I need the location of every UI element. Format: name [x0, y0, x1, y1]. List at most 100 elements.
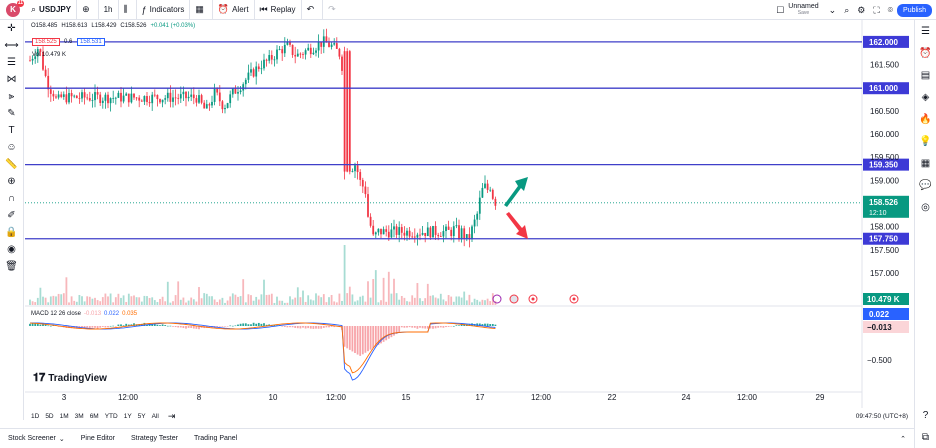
layout-checkbox-icon[interactable]: ☐: [776, 4, 785, 15]
maximize-panel-icon[interactable]: ⌃: [900, 435, 906, 443]
macd-hist-bar: [185, 326, 187, 329]
indicators-button[interactable]: ƒ Indicators: [137, 0, 191, 20]
search-icon[interactable]: ⌕: [844, 4, 850, 15]
up-arrow[interactable]: [504, 177, 528, 207]
volume-bar: [450, 296, 453, 305]
range-button-ytd[interactable]: YTD: [104, 412, 118, 420]
pattern-icon[interactable]: ⋈: [6, 74, 17, 85]
undo-button[interactable]: ↶: [302, 0, 324, 20]
camera-icon[interactable]: ⌾: [887, 4, 894, 15]
lock-icon[interactable]: 🔒: [5, 227, 18, 238]
volume-badge: [863, 293, 909, 305]
chat-icon[interactable]: 💬: [919, 179, 932, 191]
volume-bar: [260, 294, 263, 305]
panel-tab-stock-screener[interactable]: Stock Screener ⌄: [0, 435, 73, 443]
flag-us-icon[interactable]: [509, 294, 519, 304]
symbol-search-button[interactable]: ⌕ USDJPY: [26, 0, 78, 20]
volume-bar: [335, 302, 338, 305]
candle-body: [135, 97, 138, 99]
volume-bar: [348, 286, 351, 305]
signal-icon[interactable]: ⧉: [921, 431, 930, 443]
goto-date-icon[interactable]: ⇥: [167, 410, 176, 421]
chart-type-button[interactable]: ⫼: [119, 0, 137, 20]
crosshair-icon[interactable]: ✛: [7, 23, 16, 34]
range-button-5d[interactable]: 5D: [45, 412, 54, 420]
macd-hist-bar: [198, 326, 200, 330]
clock-label[interactable]: 09:47:50 (UTC+8): [855, 412, 908, 420]
horizontal-line-icon[interactable]: ⟷: [4, 40, 19, 51]
volume-bar: [398, 299, 401, 305]
buy-price-button[interactable]: 158.531: [77, 38, 105, 46]
volume-bar: [255, 296, 258, 305]
panel-tab-trading-panel[interactable]: Trading Panel: [186, 435, 245, 442]
volume-bar: [88, 296, 91, 305]
redo-button[interactable]: ↷: [323, 0, 344, 20]
ideas-icon[interactable]: 💡: [919, 135, 932, 147]
event-dividend-icon[interactable]: [492, 294, 502, 304]
volume-bar: [286, 302, 289, 305]
range-button-1d[interactable]: 1D: [31, 412, 40, 420]
alert-button[interactable]: ⏰ Alert: [213, 0, 255, 20]
panel-tab-pine-editor[interactable]: Pine Editor: [73, 435, 123, 442]
range-button-3m[interactable]: 3M: [74, 412, 84, 420]
time-tick: 24: [682, 393, 691, 402]
data-window-icon[interactable]: ▤: [920, 69, 931, 81]
replay-button[interactable]: ⏮ Replay: [255, 0, 302, 20]
range-button-1y[interactable]: 1Y: [123, 412, 132, 420]
sell-price-button[interactable]: 158.525: [32, 38, 60, 46]
layout-name-button[interactable]: Unnamed Save: [788, 3, 818, 17]
streams-icon[interactable]: ◎: [921, 201, 930, 213]
range-bar: 1D 5D 1M 3M 6M YTD 1Y 5Y All ⇥ 09:47:50 (UTC+8): [25, 408, 914, 424]
ruler-icon[interactable]: 📏: [5, 159, 18, 170]
publish-button[interactable]: Publish: [897, 3, 932, 17]
fib-icon[interactable]: ☰: [7, 57, 16, 68]
macd-hist-bar: [151, 324, 154, 326]
text-icon[interactable]: T: [8, 125, 15, 136]
magnet-icon[interactable]: ∩: [7, 193, 16, 204]
watchlist-icon[interactable]: ☰: [921, 25, 930, 37]
price-axis[interactable]: 161.500 160.500 160.000 159.500 159.000 158.0…: [870, 61, 899, 278]
volume-bar: [151, 297, 154, 305]
stay-drawing-icon[interactable]: ✐: [7, 210, 16, 221]
range-button-1m[interactable]: 1M: [59, 412, 69, 420]
volume-bar: [309, 299, 312, 305]
open-value: O158.485: [31, 23, 58, 29]
panel-tab-strategy-tester[interactable]: Strategy Tester: [123, 435, 186, 442]
settings-icon[interactable]: ⚙: [857, 4, 866, 15]
time-axis[interactable]: 3 12:00 8 10 12:00 15 17 12:00 22 24 12:00 29: [62, 393, 825, 402]
trash-icon[interactable]: 🗑: [5, 261, 18, 272]
macd-hist-bar: [44, 324, 47, 326]
interval-button[interactable]: 1h: [99, 0, 119, 20]
range-button-all[interactable]: All: [151, 412, 159, 420]
volume-label: Vol: [32, 52, 41, 58]
prediction-icon[interactable]: ⫸: [8, 91, 15, 102]
price-tick: 161.500: [870, 61, 899, 70]
event-icon[interactable]: [569, 294, 579, 304]
emoji-icon[interactable]: ☺: [6, 142, 17, 153]
price-chart[interactable]: 162.000 161.000 159.350 157.750 158.526 12:10…: [25, 20, 914, 410]
macd-hist-bar: [364, 326, 367, 353]
calendar-icon[interactable]: ▦: [920, 157, 931, 169]
down-arrow[interactable]: [506, 212, 528, 239]
volume-bar: [354, 301, 356, 305]
fullscreen-icon[interactable]: ⛶: [873, 4, 880, 15]
eye-icon[interactable]: ◉: [7, 244, 16, 255]
help-icon[interactable]: ?: [922, 409, 929, 421]
volume-bar: [226, 300, 229, 305]
hotlist-icon[interactable]: 🔥: [919, 113, 932, 125]
range-button-5y[interactable]: 5Y: [137, 412, 146, 420]
event-icon[interactable]: [528, 294, 538, 304]
candle-body: [494, 198, 497, 206]
compare-symbol-button[interactable]: ⊕: [77, 0, 99, 20]
user-avatar[interactable]: K 11: [6, 0, 24, 17]
brush-icon[interactable]: ✎: [7, 108, 16, 119]
candle-body: [486, 183, 489, 190]
templates-button[interactable]: ▦: [190, 0, 213, 20]
tradingview-logo[interactable]: 𝟏𝟕 TradingView: [33, 372, 107, 385]
range-button-6m[interactable]: 6M: [89, 412, 99, 420]
level-label: 159.350: [869, 161, 898, 170]
zoom-in-icon[interactable]: ⊕: [7, 176, 16, 187]
layers-icon[interactable]: ◈: [921, 91, 930, 103]
chevron-down-icon[interactable]: ⌄: [828, 4, 837, 15]
alerts-icon[interactable]: ⏰: [919, 47, 932, 59]
